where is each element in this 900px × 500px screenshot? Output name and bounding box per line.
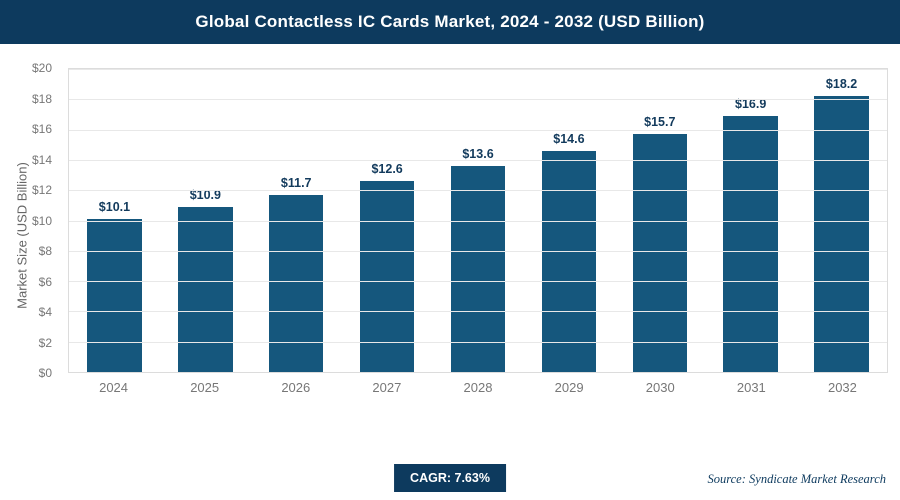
- cagr-badge: CAGR: 7.63%: [394, 464, 506, 492]
- y-tick-label: $2: [38, 335, 52, 350]
- gridline: [69, 69, 887, 70]
- bar-value-label: $18.2: [825, 77, 858, 92]
- gridline: [69, 311, 887, 313]
- y-tick-label: $14: [31, 152, 52, 167]
- y-tick-label: $18: [31, 91, 52, 106]
- gridline: [69, 281, 887, 283]
- bar: [87, 219, 142, 372]
- bar-value-label: $13.6: [462, 146, 494, 161]
- bar-value-label: $10.1: [98, 200, 131, 214]
- gridline: [69, 99, 887, 101]
- x-tick-label: 2030: [645, 380, 675, 395]
- bar: [723, 115, 778, 372]
- bar-value-label: $14.6: [553, 131, 585, 146]
- bar-column: $15.7: [614, 69, 705, 372]
- page-title: Global Contactless IC Cards Market, 2024…: [195, 12, 705, 31]
- x-tick-label: 2026: [281, 380, 311, 395]
- y-tick-label: $16: [31, 122, 52, 136]
- plot-area: $10.1 $10.9 $11.7 $12.6 $13.6 $14.6 $15.7 $16.9…: [68, 68, 888, 373]
- x-tick-label: 2025: [190, 380, 220, 395]
- y-tick-label: $4: [38, 305, 52, 319]
- bar-column: $10.9: [160, 69, 251, 372]
- bar-value-label: $11.7: [280, 175, 312, 190]
- source-attribution: Source: Syndicate Market Research: [707, 472, 886, 486]
- bar-column: $14.6: [523, 69, 614, 372]
- bar: [541, 150, 597, 372]
- bar-value-label: $10.9: [189, 187, 221, 202]
- y-axis-labels: $0 $2 $4 $6 $8 $10 $12 $14 $16 $18 $20: [0, 61, 60, 380]
- bar-value-label: $12.6: [371, 162, 403, 177]
- gridline: [69, 159, 887, 161]
- x-tick-label: 2029: [554, 380, 584, 395]
- y-tick-label: $10: [31, 213, 52, 228]
- chart-area: Market Size (USD Billion) $0 $2 $4 $6 $8 $10 $…: [0, 58, 900, 448]
- gridline: [69, 220, 887, 222]
- x-tick-label: 2027: [372, 380, 402, 395]
- bar-value-label: $15.7: [644, 115, 676, 130]
- gridline: [69, 129, 887, 131]
- x-axis-labels: 2024 2025 2026 2027 2028 2029 2030 2031 2032: [68, 380, 888, 395]
- gridline: [69, 190, 887, 192]
- y-tick-label: $0: [38, 366, 52, 380]
- chart-title-bar: Global Contactless IC Cards Market, 2024…: [0, 0, 900, 44]
- bar-value-label: $16.9: [735, 96, 767, 111]
- gridline: [69, 341, 887, 343]
- bar-column: $12.6: [342, 69, 433, 372]
- x-tick-label: 2024: [99, 380, 129, 395]
- bar: [178, 206, 233, 372]
- bar: [632, 134, 688, 372]
- bar: [450, 165, 506, 372]
- y-tick-label: $6: [38, 274, 52, 289]
- bar-column: $16.9: [705, 69, 796, 372]
- bar: [814, 96, 869, 372]
- bar: [359, 181, 415, 372]
- bar-column: $13.6: [433, 69, 524, 372]
- y-tick-label: $12: [31, 183, 52, 197]
- bar-column: $18.2: [796, 69, 887, 372]
- x-tick-label: 2028: [463, 380, 493, 395]
- chart-footer: CAGR: 7.63% Source: Syndicate Market Res…: [0, 462, 900, 500]
- y-tick-label: $20: [31, 61, 52, 75]
- gridline: [69, 250, 887, 252]
- x-tick-label: 2032: [827, 380, 857, 395]
- bar-column: $10.1: [69, 69, 160, 372]
- x-tick-label: 2031: [736, 380, 766, 395]
- y-tick-label: $8: [38, 244, 52, 258]
